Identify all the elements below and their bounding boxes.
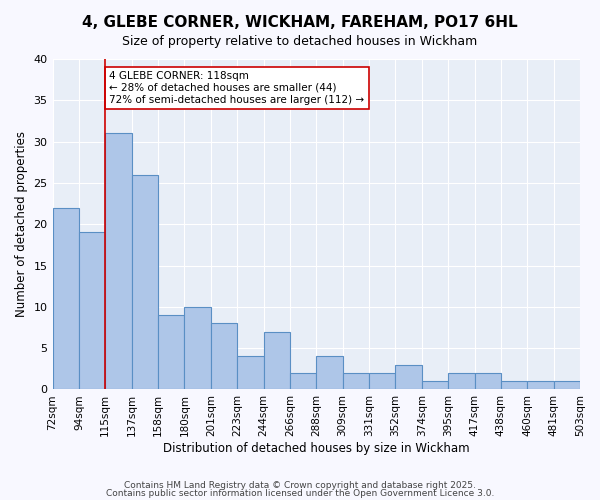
- Text: Contains HM Land Registry data © Crown copyright and database right 2025.: Contains HM Land Registry data © Crown c…: [124, 481, 476, 490]
- Bar: [343, 373, 369, 390]
- X-axis label: Distribution of detached houses by size in Wickham: Distribution of detached houses by size …: [163, 442, 470, 455]
- Text: Contains public sector information licensed under the Open Government Licence 3.: Contains public sector information licen…: [106, 488, 494, 498]
- Bar: [422, 381, 448, 390]
- Text: Size of property relative to detached houses in Wickham: Size of property relative to detached ho…: [122, 35, 478, 48]
- Bar: [554, 381, 580, 390]
- Bar: [369, 373, 395, 390]
- Bar: [158, 315, 184, 390]
- Bar: [263, 332, 290, 390]
- Bar: [290, 373, 316, 390]
- Bar: [131, 174, 158, 390]
- Bar: [448, 373, 475, 390]
- Bar: [211, 324, 237, 390]
- Bar: [105, 134, 131, 390]
- Bar: [527, 381, 554, 390]
- Text: 4, GLEBE CORNER, WICKHAM, FAREHAM, PO17 6HL: 4, GLEBE CORNER, WICKHAM, FAREHAM, PO17 …: [82, 15, 518, 30]
- Bar: [395, 364, 422, 390]
- Y-axis label: Number of detached properties: Number of detached properties: [15, 131, 28, 317]
- Bar: [79, 232, 105, 390]
- Bar: [237, 356, 263, 390]
- Bar: [501, 381, 527, 390]
- Bar: [184, 307, 211, 390]
- Bar: [316, 356, 343, 390]
- Text: 4 GLEBE CORNER: 118sqm
← 28% of detached houses are smaller (44)
72% of semi-det: 4 GLEBE CORNER: 118sqm ← 28% of detached…: [109, 72, 364, 104]
- Bar: [475, 373, 501, 390]
- Bar: [53, 208, 79, 390]
